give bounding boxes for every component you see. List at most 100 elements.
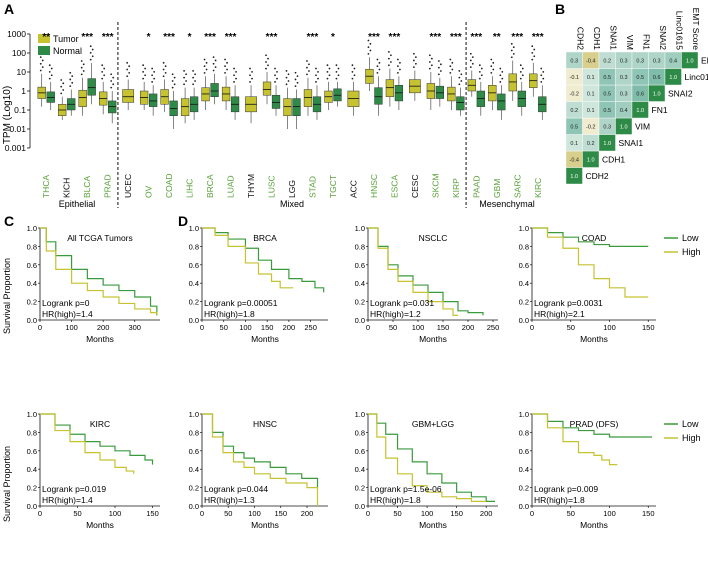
hazard-ratio-text: HR(high)=1.2 bbox=[370, 309, 421, 319]
legend-high-label: High bbox=[682, 247, 701, 257]
outlier bbox=[153, 70, 156, 73]
survival-ytick-label: 0.6 bbox=[189, 261, 199, 270]
outlier bbox=[315, 67, 317, 70]
panel-a-ylabel: TPM (Log10) bbox=[2, 86, 13, 144]
survival-ytick-label: 0.4 bbox=[189, 465, 199, 474]
significance-stars: ** bbox=[42, 32, 50, 43]
outlier bbox=[353, 74, 356, 77]
heatmap-value: -0.2 bbox=[570, 91, 579, 97]
ytick-label: 0.001 bbox=[5, 143, 27, 153]
outlier bbox=[71, 75, 74, 78]
outlier bbox=[274, 67, 276, 70]
hazard-ratio-text: HR(high)=1.8 bbox=[370, 495, 421, 505]
survival-ytick-label: 0.6 bbox=[355, 261, 365, 270]
outlier bbox=[48, 77, 51, 80]
survival-xtick-label: 250 bbox=[304, 323, 317, 332]
significance-stars: *** bbox=[450, 32, 462, 43]
outlier bbox=[387, 64, 390, 67]
significance-stars: *** bbox=[389, 32, 401, 43]
outlier bbox=[542, 77, 545, 80]
outlier bbox=[378, 61, 381, 64]
survival-ytick-label: 0.0 bbox=[189, 502, 199, 511]
outlier bbox=[203, 58, 206, 61]
outlier bbox=[233, 67, 235, 70]
heatmap-value: 1.0 bbox=[603, 141, 611, 147]
panel-d-letter: D bbox=[178, 213, 188, 229]
heatmap-row-label: SNAI2 bbox=[668, 88, 693, 98]
outlier bbox=[512, 46, 515, 49]
outlier bbox=[151, 81, 154, 83]
heatmap-value: 0.3 bbox=[636, 58, 644, 64]
significance-stars: *** bbox=[266, 32, 278, 43]
outlier bbox=[39, 62, 42, 65]
survival-xtick-label: 0 bbox=[38, 509, 42, 518]
outlier bbox=[499, 74, 502, 77]
outlier bbox=[294, 71, 297, 74]
outlier bbox=[265, 67, 267, 70]
survival-panel: 0.0 0.2 0.4 0.6 0.8 1.0 0 50 100 150 Months PRAD (D… bbox=[519, 410, 656, 530]
survival-curve-high bbox=[202, 227, 294, 289]
survival-ytick-label: 0.0 bbox=[27, 316, 37, 325]
survival-xtick-label: 100 bbox=[603, 323, 616, 332]
outlier bbox=[449, 65, 452, 68]
survival-ytick-label: 0.2 bbox=[355, 298, 365, 307]
outlier bbox=[458, 76, 461, 79]
survival-curve-high bbox=[368, 413, 487, 502]
panel-c-letter: C bbox=[4, 213, 14, 229]
outlier bbox=[142, 77, 145, 80]
outlier bbox=[492, 61, 495, 64]
outlier bbox=[151, 74, 154, 77]
outlier bbox=[101, 77, 104, 80]
survival-xtick-label: 200 bbox=[97, 323, 110, 332]
outlier bbox=[171, 80, 174, 82]
outlier bbox=[437, 60, 440, 62]
heatmap-value: 1.0 bbox=[636, 108, 644, 114]
survival-ytick-label: 0.6 bbox=[27, 447, 37, 456]
outlier bbox=[428, 54, 431, 57]
outlier bbox=[205, 61, 208, 64]
cancer-label: BRCA bbox=[205, 174, 215, 198]
survival-curve-high bbox=[40, 227, 158, 315]
outlier bbox=[183, 83, 185, 86]
box bbox=[262, 81, 272, 96]
outlier bbox=[103, 74, 106, 77]
heatmap-value: 0.5 bbox=[603, 91, 611, 97]
box bbox=[283, 98, 292, 116]
outlier bbox=[194, 80, 197, 82]
cancer-label: KIRC bbox=[533, 178, 543, 198]
significance-stars: *** bbox=[430, 32, 442, 43]
cancer-label: KIRP bbox=[451, 178, 461, 198]
outlier bbox=[458, 83, 461, 86]
panel-survival: C D Survival Proportion Survival Proport… bbox=[2, 213, 701, 530]
heatmap-value: -0.1 bbox=[570, 75, 579, 81]
heatmap-value: 0.1 bbox=[570, 141, 578, 147]
outlier bbox=[469, 59, 472, 62]
outlier bbox=[285, 76, 288, 79]
cancer-label: SKCM bbox=[430, 173, 440, 198]
outlier bbox=[82, 63, 85, 66]
survival-xtick-label: 250 bbox=[487, 323, 500, 332]
outlier bbox=[101, 64, 104, 67]
outlier bbox=[48, 64, 51, 67]
outlier bbox=[89, 58, 92, 61]
survival-ytick-label: 0.6 bbox=[355, 447, 365, 456]
survival-ytick-label: 0.2 bbox=[189, 484, 199, 493]
hazard-ratio-text: HR(high)=1.3 bbox=[204, 495, 255, 505]
survival-ylabel-bottom: Survival Proportion bbox=[2, 446, 12, 522]
outlier bbox=[89, 45, 92, 48]
outlier bbox=[164, 65, 167, 68]
outlier bbox=[317, 70, 319, 73]
survival-xtick-label: 0 bbox=[366, 323, 370, 332]
outlier bbox=[451, 61, 454, 64]
outlier bbox=[387, 57, 390, 60]
outlier bbox=[205, 68, 208, 71]
significance-stars: ** bbox=[493, 32, 501, 43]
outlier bbox=[274, 81, 276, 83]
survival-xtick-label: 100 bbox=[109, 509, 122, 518]
outlier bbox=[471, 56, 474, 59]
outlier bbox=[173, 83, 176, 86]
outlier bbox=[460, 80, 463, 82]
outlier bbox=[335, 64, 338, 67]
heatmap-col-label: SNAI2 bbox=[658, 25, 668, 50]
outlier bbox=[478, 77, 481, 80]
